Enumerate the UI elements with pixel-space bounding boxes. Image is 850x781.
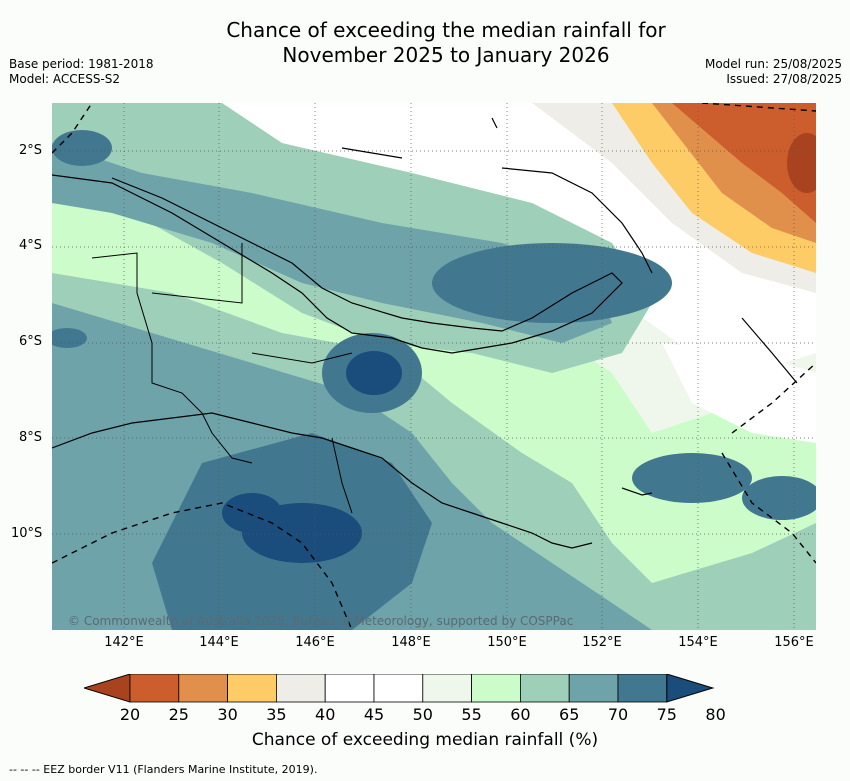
eez-border <box>52 103 816 630</box>
base-period: Base period: 1981-2018 <box>9 57 154 71</box>
colorbar-cell <box>178 673 229 703</box>
map-canvas <box>52 103 816 630</box>
colorbar-cell <box>324 673 375 703</box>
colorbar-cell <box>129 673 180 703</box>
zone-25-30 <box>672 103 816 223</box>
graticule <box>52 103 816 630</box>
colorbar-tick-label: 60 <box>510 705 531 724</box>
lat-label-6s: 6°S <box>19 334 43 349</box>
lat-label-4s: 4°S <box>19 238 43 253</box>
lon-label-144e: 144°E <box>199 635 239 650</box>
lat-label-2s: 2°S <box>19 143 43 158</box>
model-run: Model run: 25/08/2025 <box>704 57 842 71</box>
colorbar-tick-label: 70 <box>607 705 629 724</box>
colorbar-label: Chance of exceeding median rainfall (%) <box>251 730 599 750</box>
colorbar-tick-label: 65 <box>559 705 580 724</box>
colorbar-tick-label: 55 <box>461 705 482 724</box>
colorbar-extend-high <box>666 673 715 703</box>
lon-label-148e: 148°E <box>391 635 431 650</box>
colorbar-cell <box>227 673 277 703</box>
zone-80-plus-central <box>346 351 402 395</box>
zone-45-55-east <box>662 343 816 443</box>
colorbar-tick-label: 45 <box>363 705 385 724</box>
colorbar-cell <box>617 673 668 703</box>
colorbar-extend-low <box>82 673 131 703</box>
colorbar-cell <box>471 673 521 703</box>
colorbar-tick-label: 75 <box>656 705 677 724</box>
rainfall-map[interactable]: © Commonwealth of Australia 2025, Bureau… <box>52 103 816 630</box>
eez-footnote: -- -- -- EEZ border V11 (Flanders Marine… <box>9 763 318 776</box>
title-line-1: Chance of exceeding the median rainfall … <box>226 18 666 42</box>
lat-label-8s: 8°S <box>19 430 43 445</box>
lat-label-10s: 10°S <box>11 526 43 541</box>
zone-20-25 <box>787 133 816 193</box>
title-line-2: November 2025 to January 2026 <box>282 43 610 67</box>
lon-label-150e: 150°E <box>487 635 527 650</box>
colorbar-tick-label: 20 <box>119 705 141 724</box>
lon-label-152e: 152°E <box>582 635 622 650</box>
colorbar <box>82 673 768 708</box>
model-name: Model: ACCESS-S2 <box>9 72 121 86</box>
zone-75-80-northwest <box>52 130 112 166</box>
zone-75-80-bismarck <box>432 243 672 323</box>
colorbar-tick-label: 30 <box>217 705 238 724</box>
colorbar-tick-label: 35 <box>266 705 287 724</box>
colorbar-tick-label: 40 <box>315 705 336 724</box>
colorbar-tick-label: 80 <box>705 705 726 724</box>
colorbar-svg <box>82 673 715 703</box>
issue-date: Issued: 27/08/2025 <box>726 72 842 86</box>
lon-label-142e: 142°E <box>104 635 144 650</box>
colorbar-tick-label: 25 <box>168 705 189 724</box>
run-info: Model run: 25/08/2025 Issued: 27/08/2025 <box>705 57 842 87</box>
colorbar-cell <box>422 673 472 703</box>
map-credit: © Commonwealth of Australia 2025, Bureau… <box>68 614 574 628</box>
provincial-borders <box>91 243 353 514</box>
lon-label-154e: 154°E <box>678 635 718 650</box>
zone-80-plus-southwest <box>222 493 282 533</box>
colorbar-tick-label: 50 <box>412 705 433 724</box>
model-info: Base period: 1981-2018 Model: ACCESS-S2 <box>9 57 154 87</box>
lon-label-156e: 156°E <box>774 635 814 650</box>
colorbar-cell <box>568 673 619 703</box>
coastlines <box>52 117 798 549</box>
map-title: Chance of exceeding the median rainfall … <box>0 18 850 68</box>
lon-label-146e: 146°E <box>295 635 335 650</box>
colorbar-cell <box>275 673 326 703</box>
colorbar-cell <box>519 673 570 703</box>
zone-75-80-east <box>632 453 752 503</box>
colorbar-cell <box>373 673 424 703</box>
